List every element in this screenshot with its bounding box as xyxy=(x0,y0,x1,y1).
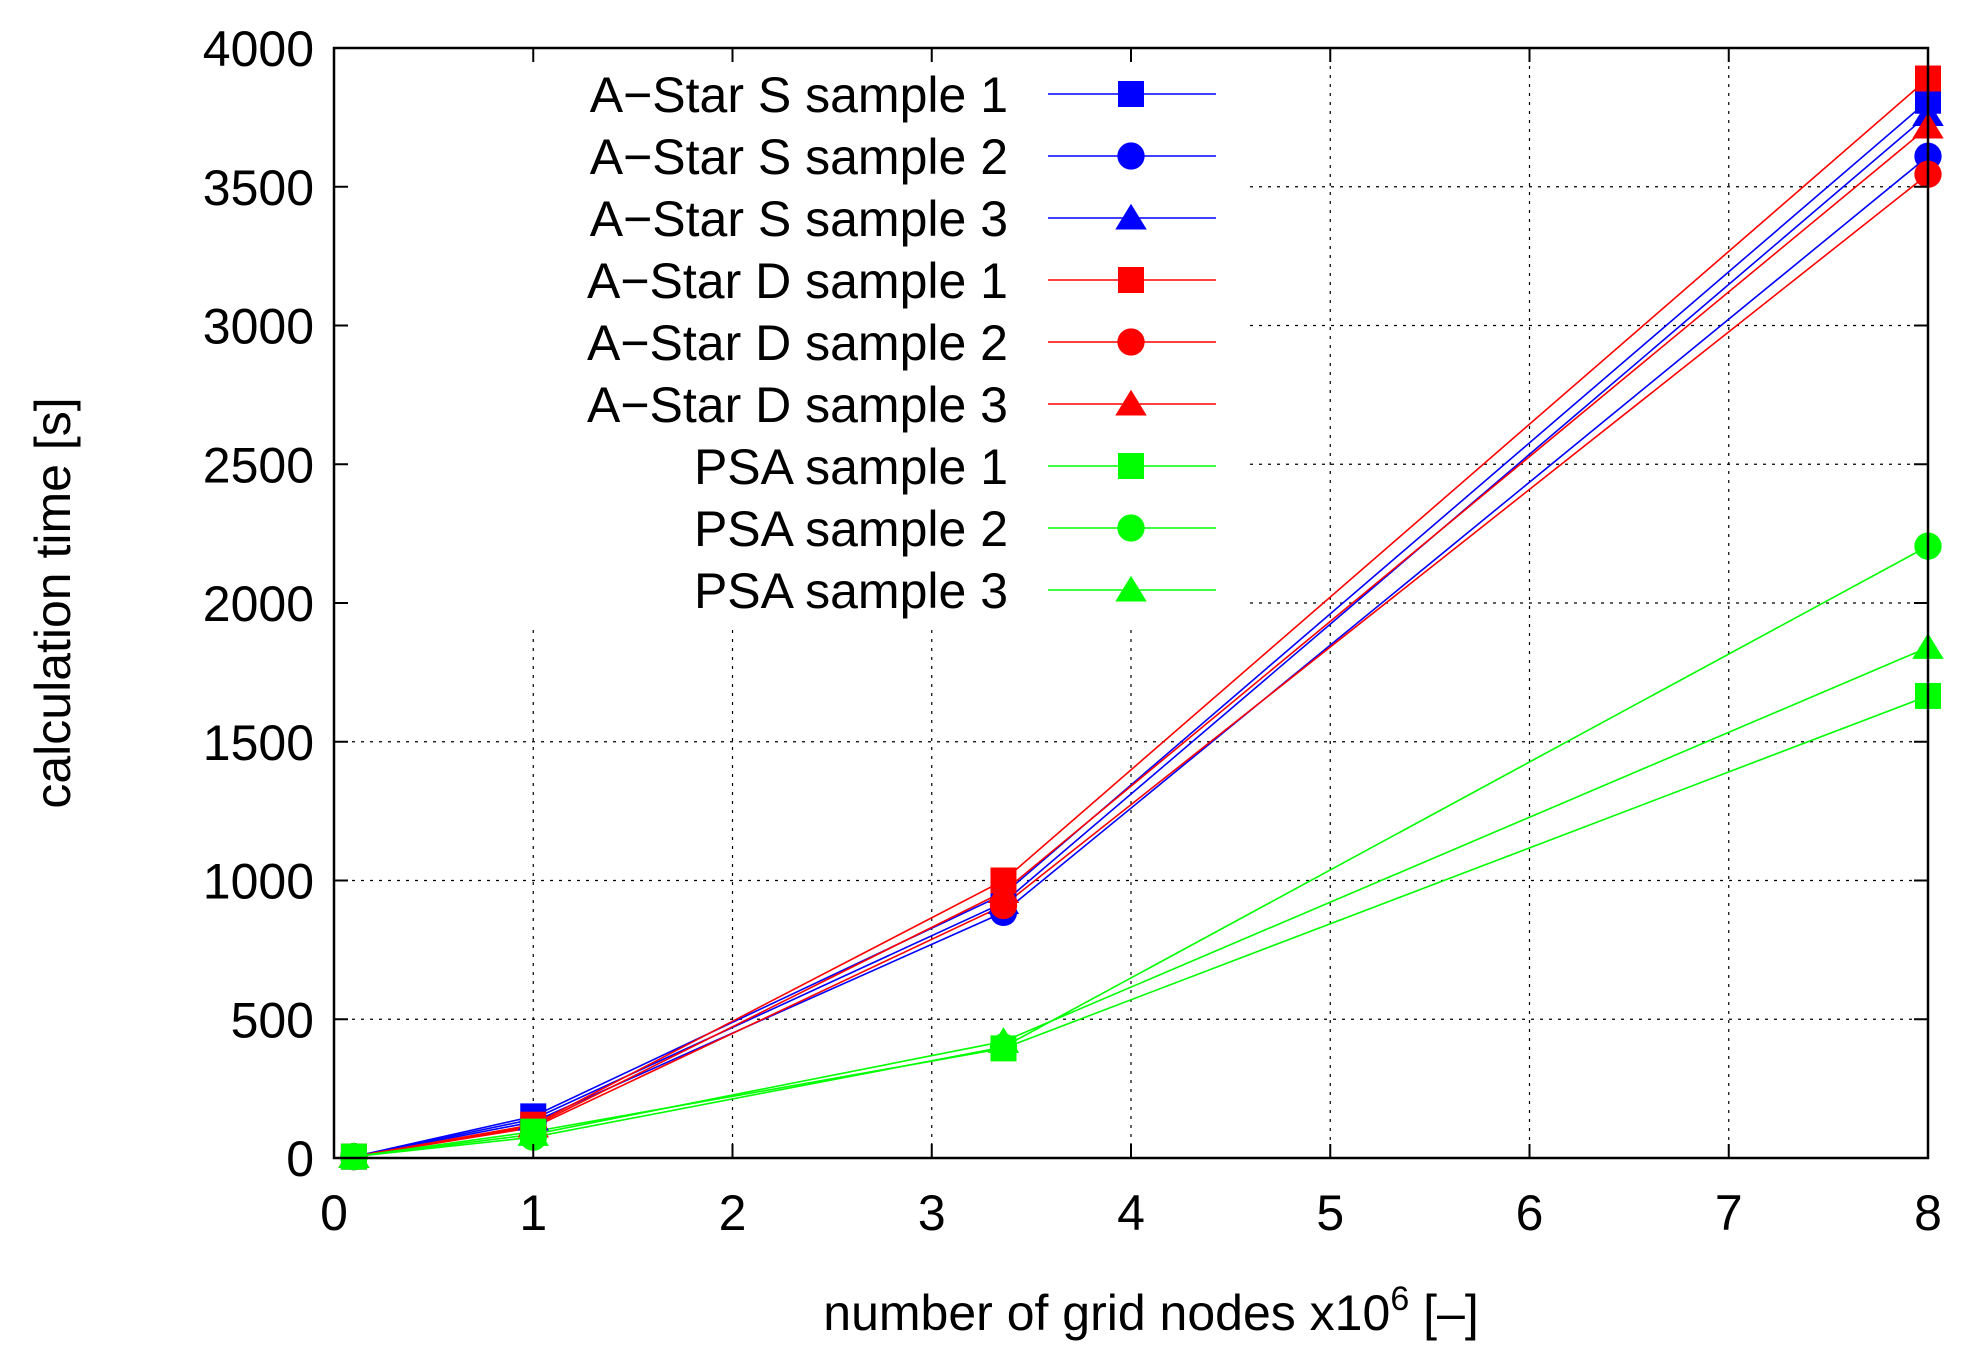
legend-entry: A−Star S sample 2 xyxy=(590,129,1216,185)
triangle-marker xyxy=(1115,389,1147,416)
legend-label: PSA sample 3 xyxy=(694,563,1008,619)
square-marker xyxy=(1118,267,1144,293)
y-tick-label: 2000 xyxy=(203,576,314,632)
legend-entry: PSA sample 2 xyxy=(694,501,1216,557)
x-tick-label: 2 xyxy=(719,1185,747,1241)
y-tick-label: 500 xyxy=(231,992,314,1048)
x-tick-label: 6 xyxy=(1516,1185,1544,1241)
y-tick-label: 2500 xyxy=(203,437,314,493)
x-axis-title-main: number of grid nodes x10 xyxy=(823,1285,1390,1341)
legend-entry: PSA sample 3 xyxy=(694,563,1216,619)
legend-entry: A−Star D sample 2 xyxy=(587,315,1216,371)
legend-entry: PSA sample 1 xyxy=(694,439,1216,495)
triangle-marker xyxy=(1115,575,1147,602)
x-axis-title-unit: [–] xyxy=(1409,1285,1478,1341)
axis-ticks: 0 1 2 3 4 5 6 7 8 0 500 1000 1500 2000 2500 3000 3500 400… xyxy=(203,21,1942,1241)
series-line xyxy=(353,646,1929,1158)
legend-label: A−Star S sample 2 xyxy=(590,129,1008,185)
triangle-marker xyxy=(987,1027,1020,1053)
legend: A−Star S sample 1 A−Star S sample 2 A−Star… xyxy=(587,67,1216,619)
triangle-marker xyxy=(338,1142,370,1169)
square-marker xyxy=(1118,453,1144,479)
legend-label: A−Star D sample 2 xyxy=(587,315,1008,371)
x-tick-label: 1 xyxy=(519,1185,547,1241)
y-tick-label: 3000 xyxy=(203,299,314,355)
circle-marker xyxy=(1117,328,1145,356)
series-line xyxy=(353,545,1929,1158)
y-tick-label: 0 xyxy=(286,1131,314,1187)
legend-entry: A−Star D sample 1 xyxy=(587,253,1216,309)
triangle-marker xyxy=(987,877,1020,904)
series-line xyxy=(353,100,1929,1158)
y-tick-label: 4000 xyxy=(203,21,314,77)
x-tick-label: 0 xyxy=(320,1185,348,1241)
triangle-marker xyxy=(517,1120,549,1146)
legend-label: PSA sample 1 xyxy=(694,439,1008,495)
x-tick-label: 5 xyxy=(1316,1185,1344,1241)
x-axis-title: number of grid nodes x106 [–] xyxy=(823,1280,1478,1341)
y-axis-title: calculation time [s] xyxy=(25,397,81,808)
legend-label: A−Star D sample 1 xyxy=(587,253,1008,309)
legend-label: A−Star D sample 3 xyxy=(587,377,1008,433)
circle-marker xyxy=(1117,514,1145,542)
legend-entry: A−Star S sample 3 xyxy=(590,191,1216,247)
series-lines xyxy=(353,77,1929,1158)
square-marker xyxy=(1118,81,1144,107)
grid xyxy=(334,48,1928,1158)
legend-entry: A−Star D sample 3 xyxy=(587,377,1216,433)
x-tick-label: 3 xyxy=(918,1185,946,1241)
series-markers xyxy=(338,65,1944,1171)
x-tick-label: 8 xyxy=(1914,1185,1942,1241)
y-tick-label: 3500 xyxy=(203,160,314,216)
legend-label: A−Star S sample 1 xyxy=(590,67,1008,123)
y-tick-label: 1500 xyxy=(203,715,314,771)
legend-entry: A−Star S sample 1 xyxy=(590,67,1216,123)
triangle-marker xyxy=(1115,203,1147,230)
series-line xyxy=(353,126,1929,1158)
x-axis-title-exponent: 6 xyxy=(1390,1280,1409,1318)
x-tick-label: 7 xyxy=(1715,1185,1743,1241)
legend-label: PSA sample 2 xyxy=(694,501,1008,557)
x-tick-label: 4 xyxy=(1117,1185,1145,1241)
series-line xyxy=(353,695,1929,1158)
y-tick-label: 1000 xyxy=(203,854,314,910)
legend-label: A−Star S sample 3 xyxy=(590,191,1008,247)
circle-marker xyxy=(1117,142,1145,170)
